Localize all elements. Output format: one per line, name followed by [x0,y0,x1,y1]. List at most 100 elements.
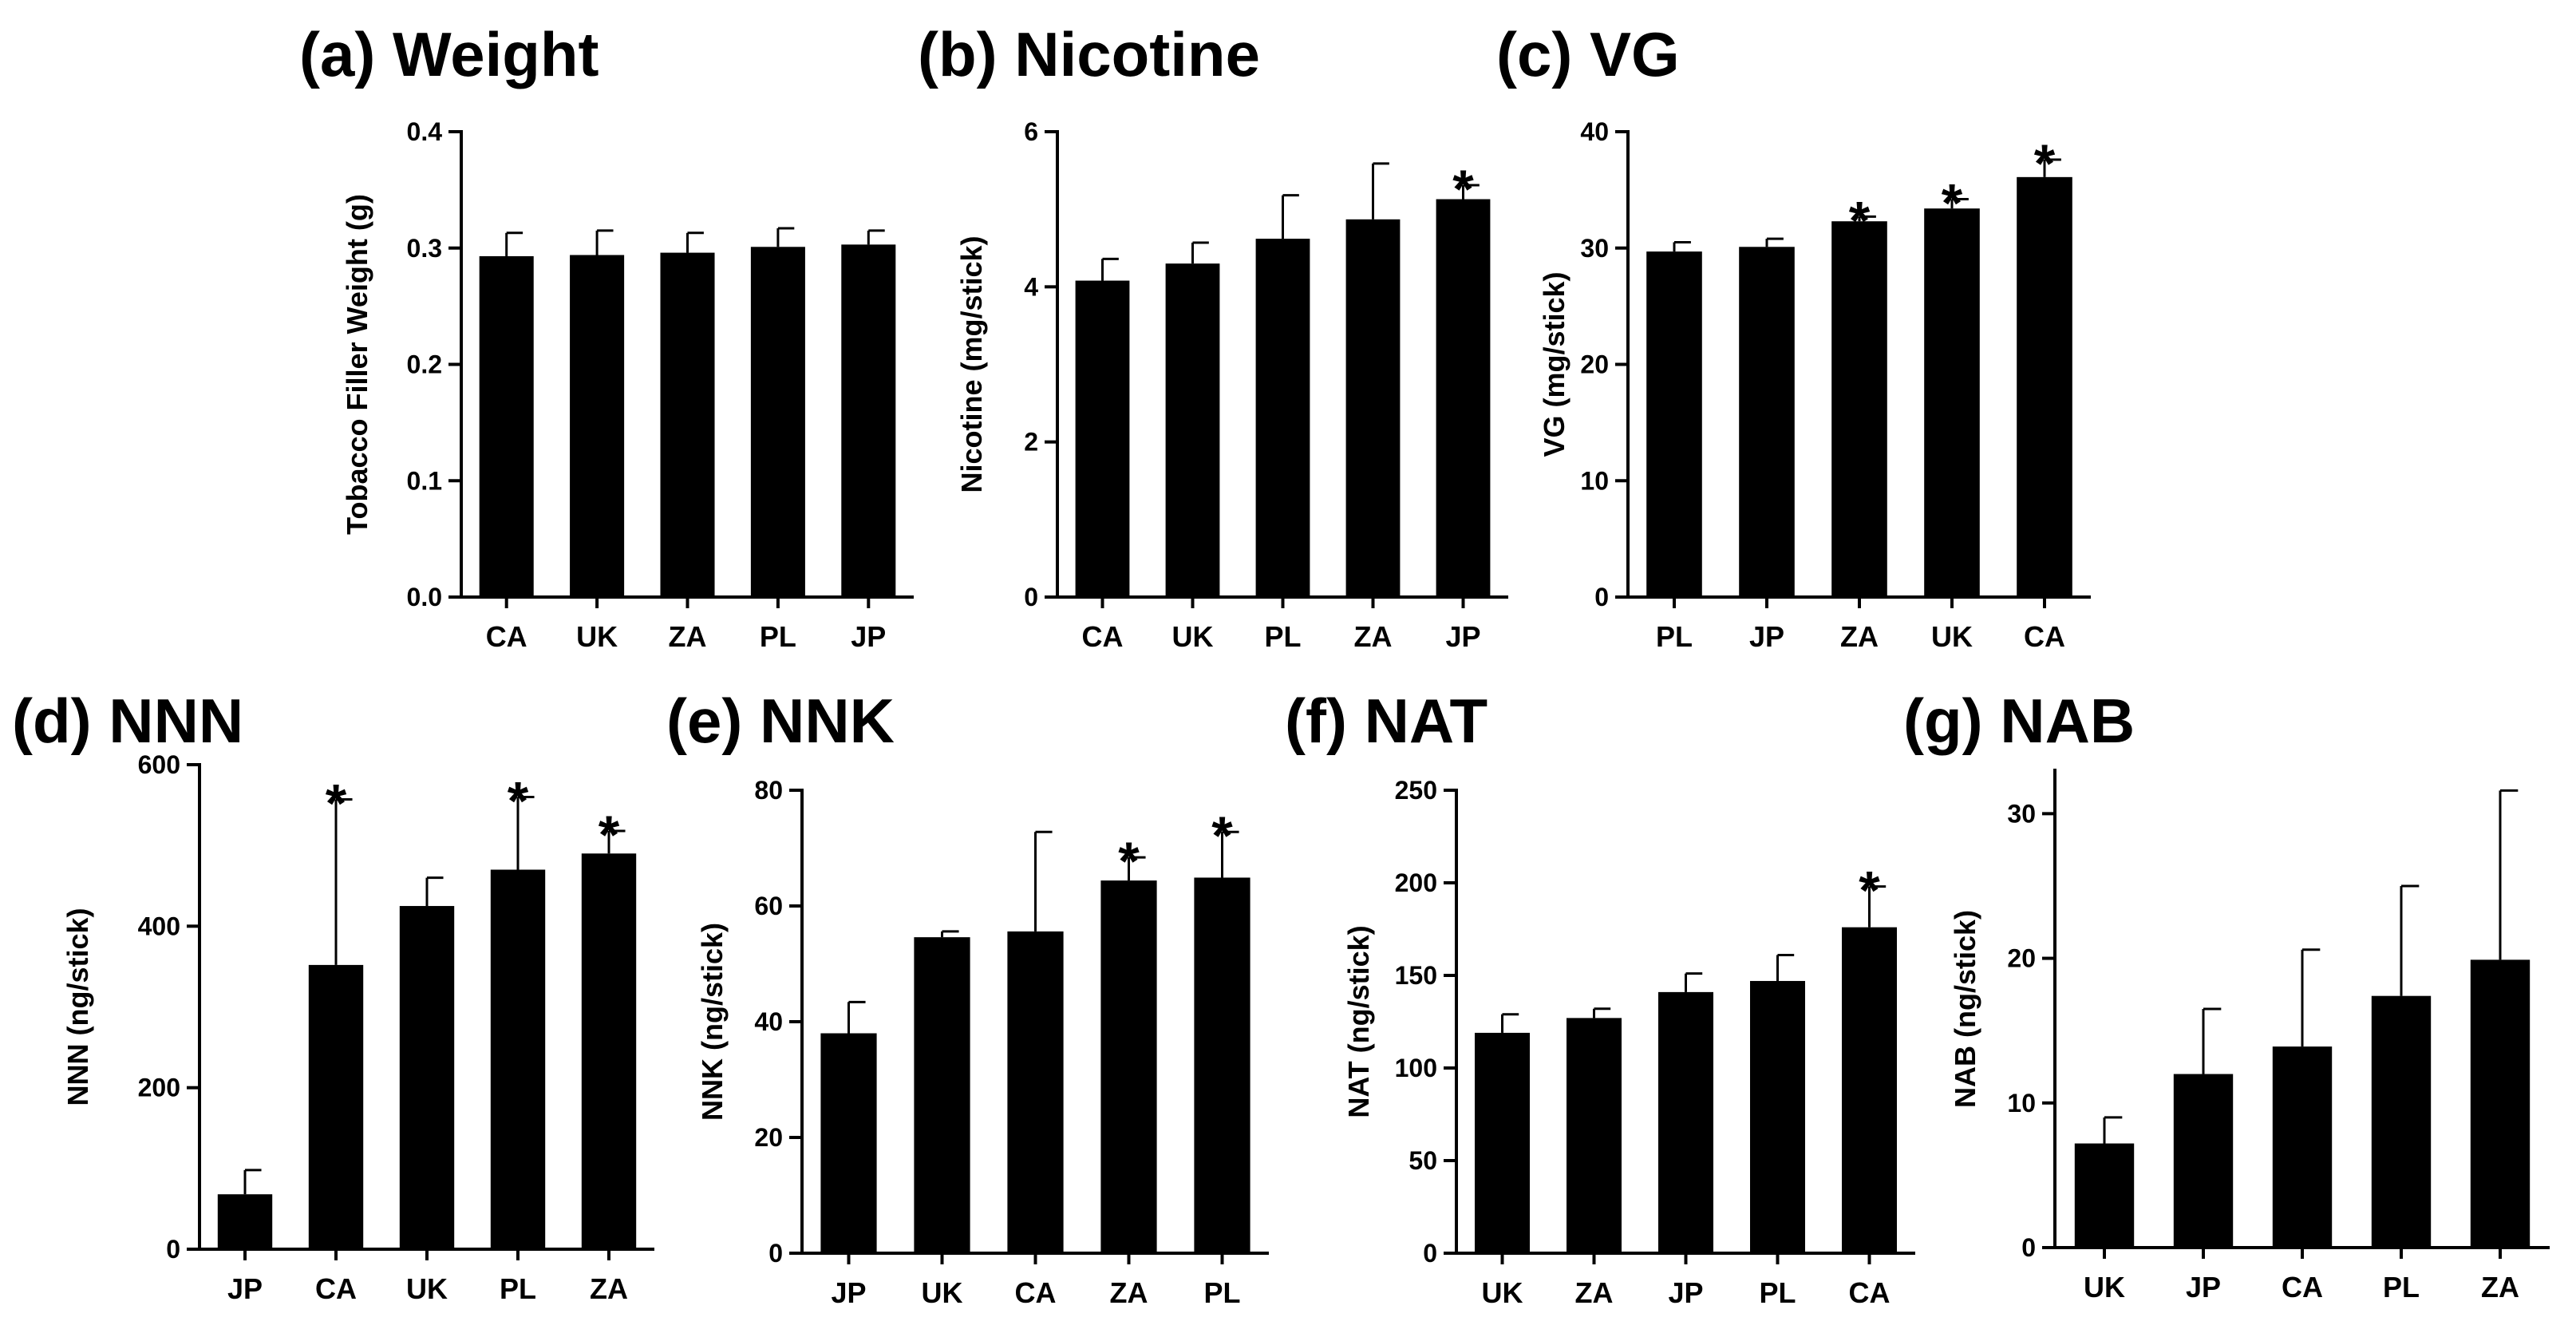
bar-uk [570,255,625,597]
y-tick-label: 2 [1024,428,1038,457]
y-axis-label: Tobacco Filler Weight (g) [341,194,373,535]
y-tick-label: 6 [1024,117,1038,146]
panel-title: (f) NAT [1285,686,1488,756]
chart-panel-7: (g) NAB 0 10 20 30 NAB (ng/stick) UK JP CA PL ZA [1903,686,2550,1303]
y-tick-label: 80 [754,776,783,805]
bar-jp [820,1033,877,1253]
panel-title: (a) Weight [299,19,599,89]
y-axis-label: NNN (ng/stick) [61,908,94,1106]
panel-title: (d) NNN [12,686,243,756]
bar-ca [1842,927,1897,1253]
y-tick-label: 30 [2007,799,2036,828]
x-tick-label: JP [1668,1276,1703,1309]
y-tick-label: 0 [1024,583,1038,611]
x-tick-label: UK [922,1276,963,1309]
bar-pl [490,869,546,1249]
x-tick-label: UK [2084,1271,2125,1303]
bar-ca [479,255,534,597]
y-tick-label: 30 [1580,234,1609,263]
y-tick-label: 0 [2021,1233,2036,1262]
bar-uk [1165,263,1220,597]
bar-jp [217,1194,273,1249]
x-tick-label: ZA [2481,1271,2519,1303]
y-tick-label: 60 [754,892,783,920]
bar-uk [1475,1032,1530,1253]
y-tick-label: 0 [1423,1239,1437,1268]
y-tick-label: 200 [138,1074,180,1102]
bar-za [660,252,715,597]
y-tick-label: 4 [1024,272,1038,301]
bar-za [1100,880,1157,1253]
y-tick-label: 50 [1409,1146,1437,1175]
significance-star: * [326,773,347,834]
y-tick-label: 0 [768,1239,783,1268]
x-tick-label: JP [2186,1271,2221,1303]
x-tick-label: CA [1015,1276,1057,1309]
x-tick-label: JP [1749,620,1784,653]
y-tick-label: 0.0 [407,583,442,611]
y-tick-label: 20 [1580,350,1609,379]
significance-star: * [1118,831,1140,892]
bar-za [1831,221,1887,597]
bar-jp [1436,199,1491,597]
bar-pl [1255,239,1310,597]
y-tick-label: 0 [1594,583,1609,611]
y-axis-label: NNK (ng/stick) [696,923,729,1121]
chart-panel-4: (d) NNN 0 200 400 600 NNN (ng/stick) JP CA * UK PL… [12,686,654,1305]
bar-uk [399,906,455,1249]
x-tick-label: ZA [1575,1276,1614,1309]
x-tick-label: CA [315,1272,357,1305]
x-tick-label: CA [1082,620,1124,653]
bar-ca [1007,931,1064,1253]
x-tick-label: JP [851,620,886,653]
x-tick-label: ZA [669,620,707,653]
panel-title: (b) Nicotine [918,19,1260,89]
y-tick-label: 20 [754,1123,783,1152]
x-tick-label: JP [831,1276,866,1309]
x-tick-label: ZA [1840,620,1879,653]
x-tick-label: PL [500,1272,536,1305]
bar-pl [1750,980,1805,1253]
bar-jp [1658,991,1713,1253]
bar-pl [2371,995,2432,1248]
bar-ca [1075,280,1130,597]
y-axis-label: NAB (ng/stick) [1949,910,1981,1108]
x-tick-label: ZA [1354,620,1393,653]
y-tick-label: 0.4 [407,117,443,146]
y-tick-label: 600 [138,750,180,779]
y-tick-label: 0.2 [407,350,442,379]
y-tick-label: 0.1 [407,466,442,495]
chart-panel-3: (c) VG 0 10 20 30 40 VG (mg/stick) PL JP ZA * UK * CA… [1496,19,2091,653]
x-tick-label: ZA [590,1272,628,1305]
x-tick-label: CA [486,620,527,653]
bar-ca [2272,1046,2333,1248]
x-tick-label: ZA [1110,1276,1148,1309]
x-tick-label: UK [406,1272,448,1305]
significance-star: * [2034,133,2056,194]
bar-pl [750,247,805,597]
y-tick-label: 10 [2007,1089,2036,1117]
significance-star: * [508,770,529,831]
y-tick-label: 20 [2007,944,2036,973]
significance-star: * [1859,860,1880,921]
chart-panel-5: (e) NNK 0 20 40 60 80 NNK (ng/stick) JP UK CA ZA * P… [666,686,1269,1309]
x-tick-label: PL [1759,1276,1796,1309]
significance-star: * [1942,173,1963,234]
bar-jp [2173,1074,2234,1248]
bar-uk [2074,1143,2135,1248]
chart-panel-1: (a) Weight 0.0 0.1 0.2 0.3 0.4 Tobacco Filler … [299,19,914,653]
bar-uk [914,937,970,1253]
bar-za [2470,959,2531,1248]
y-tick-label: 40 [1580,117,1609,146]
x-tick-label: JP [227,1272,263,1305]
y-tick-label: 0.3 [407,234,442,263]
x-tick-label: UK [1172,620,1214,653]
x-tick-label: PL [1203,1276,1240,1309]
bar-za [581,853,637,1249]
x-tick-label: PL [760,620,796,653]
y-axis-label: Nicotine (mg/stick) [955,235,988,492]
bar-ca [2017,176,2072,597]
y-tick-label: 10 [1580,466,1609,495]
chart-panel-6: (f) NAT 0 50 100 150 200 250 NAT (ng/stick) UK ZA… [1285,686,1915,1309]
